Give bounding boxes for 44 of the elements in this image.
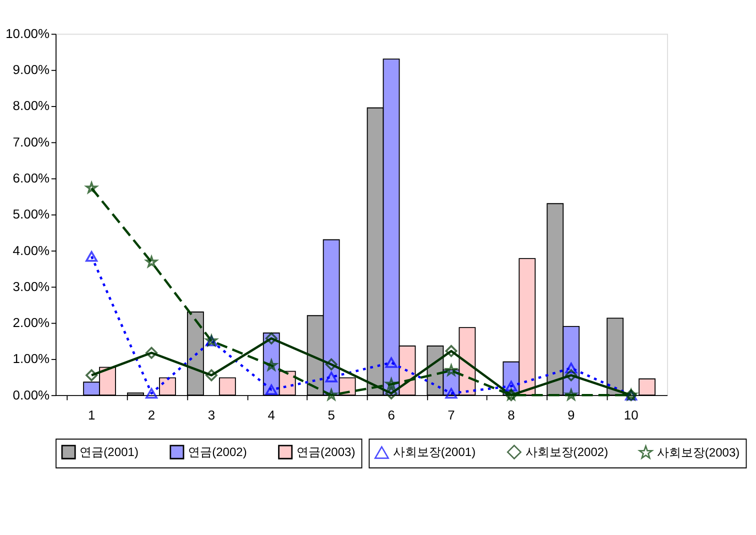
- y-tick-label: 9.00%: [12, 62, 50, 78]
- point: [146, 346, 158, 359]
- point: [325, 358, 338, 370]
- y-tick-label: 1.00%: [12, 351, 50, 366]
- point: [505, 380, 518, 392]
- point: [86, 251, 98, 262]
- x-tick-label: 9: [568, 408, 575, 423]
- point: [146, 388, 158, 399]
- y-tick-label: 10.00%: [6, 26, 50, 41]
- legend-label: 연금(2001): [80, 444, 138, 459]
- y-tick-label: 4.00%: [12, 242, 50, 258]
- point: [325, 372, 338, 382]
- y-tick-label: 7.00%: [12, 134, 50, 150]
- x-tick-label: 7: [448, 408, 455, 423]
- point: [565, 369, 578, 382]
- x-tick-label: 2: [148, 408, 156, 423]
- y-tick-label: 6.00%: [12, 170, 50, 186]
- y-tick-label: 2.00%: [12, 315, 50, 330]
- x-tick-label: 3: [208, 408, 216, 423]
- legend-label: 사회보장(2002): [525, 444, 608, 459]
- point: [265, 332, 278, 344]
- x-tick-label: 10: [624, 408, 638, 423]
- point: [445, 345, 458, 358]
- x-tick-label: 6: [388, 408, 395, 423]
- y-tick-label: 5.00%: [12, 206, 50, 222]
- point: [565, 362, 578, 374]
- point: [385, 387, 398, 400]
- y-tick-label: 0.00%: [12, 387, 50, 402]
- legend-label: 사회보장(2001): [392, 445, 476, 460]
- point: [445, 388, 458, 399]
- legend-label: 연금(2002): [188, 444, 247, 459]
- x-tick-label: 4: [268, 408, 276, 423]
- y-tick-label: 8.00%: [12, 98, 50, 114]
- point: [385, 357, 398, 368]
- point: [86, 369, 98, 382]
- x-tick-label: 1: [88, 408, 96, 423]
- x-tick-label: 5: [328, 408, 335, 423]
- legend-label: 연금(2003): [296, 444, 356, 459]
- point: [205, 369, 218, 382]
- point: [266, 359, 278, 371]
- x-tick-label: 8: [508, 408, 515, 423]
- point: [265, 384, 278, 396]
- y-tick-label: 3.00%: [12, 278, 50, 294]
- legend-label: 사회보장(2003): [656, 445, 740, 460]
